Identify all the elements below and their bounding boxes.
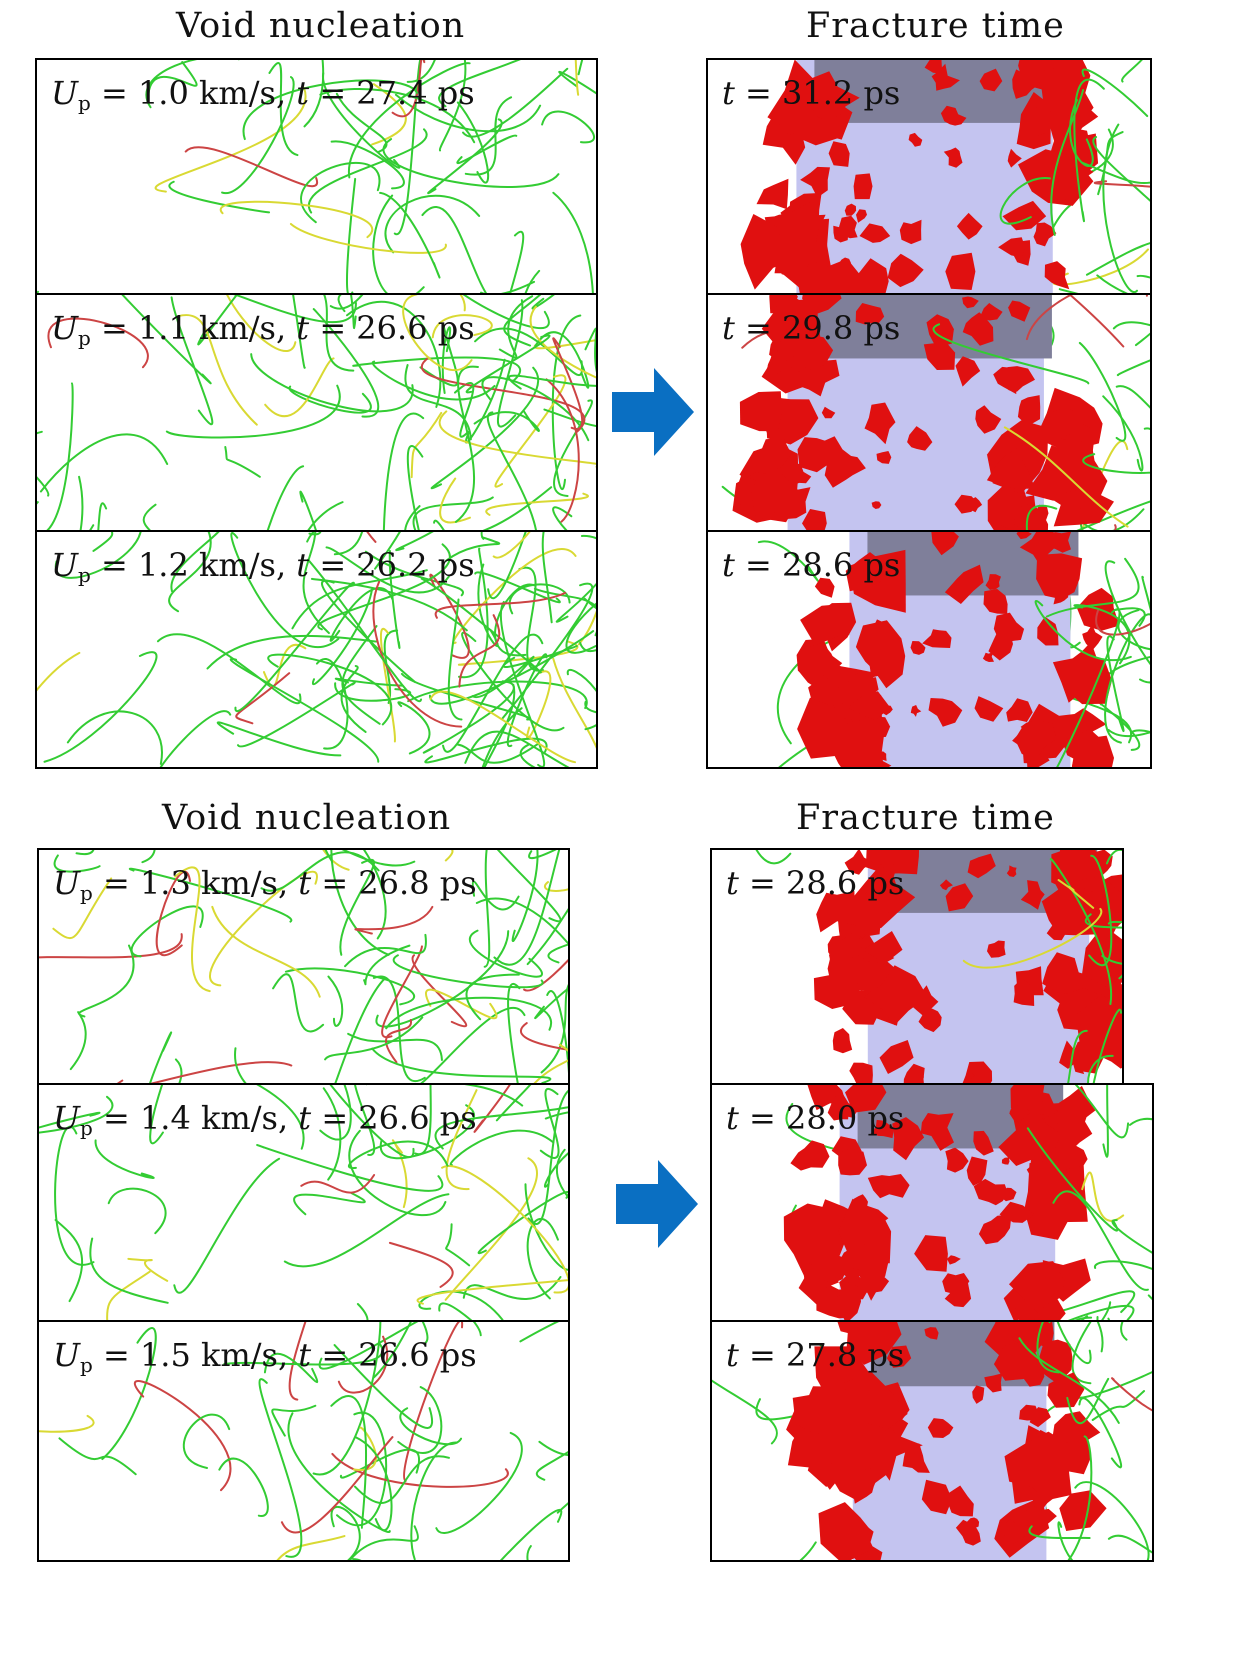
fracture-morphology-image [755,850,1122,1083]
nucleation-panel-2: Up = 1.1 km/s, t = 26.6 ps [35,293,598,532]
right-arrow-icon [612,368,694,456]
nucleation-panel-4: Up = 1.3 km/s, t = 26.8 ps [37,848,570,1085]
panel-label: t = 28.6 ps [722,546,901,584]
panel-label: Up = 1.3 km/s, t = 26.8 ps [53,864,477,905]
panel-label: t = 29.8 ps [722,309,901,347]
fracture-panel-4: t = 28.6 ps [710,848,1124,1085]
fracture-morphology-image [740,60,1150,293]
panel-label: t = 27.8 ps [726,1336,905,1374]
dislocation-network-image [37,60,596,293]
panel-label: Up = 1.1 km/s, t = 26.6 ps [51,309,475,350]
heading-fracture-time-1: Fracture time [806,6,1065,46]
fracture-panel-6: t = 27.8 ps [710,1320,1154,1562]
dislocation-network-image [39,1085,568,1320]
panel-label: Up = 1.0 km/s, t = 27.4 ps [51,74,475,115]
fracture-panel-2: t = 29.8 ps [706,293,1152,532]
panel-label: t = 31.2 ps [722,74,901,112]
dislocation-network-image [39,850,568,1083]
panel-label: Up = 1.5 km/s, t = 26.6 ps [53,1336,477,1377]
nucleation-panel-5: Up = 1.4 km/s, t = 26.6 ps [37,1083,570,1322]
panel-label: Up = 1.2 km/s, t = 26.2 ps [51,546,475,587]
dislocation-network-image [37,532,596,767]
fracture-morphology-image [712,1322,1152,1560]
fracture-morphology-image [757,532,1150,767]
nucleation-panel-1: Up = 1.0 km/s, t = 27.4 ps [35,58,598,295]
dislocation-network-image [39,1322,568,1560]
fracture-panel-1: t = 31.2 ps [706,58,1152,295]
heading-void-nucleation-1: Void nucleation [176,6,466,46]
fracture-panel-5: t = 28.0 ps [710,1083,1154,1322]
panel-label: t = 28.6 ps [726,864,905,902]
nucleation-panel-6: Up = 1.5 km/s, t = 26.6 ps [37,1320,570,1562]
right-arrow-icon [616,1160,698,1248]
heading-void-nucleation-2: Void nucleation [162,798,452,838]
fracture-panel-3: t = 28.6 ps [706,530,1152,769]
dislocation-network-image [37,295,596,530]
fracture-morphology-image [721,295,1150,530]
fracture-morphology-image [783,1085,1152,1320]
nucleation-panel-3: Up = 1.2 km/s, t = 26.2 ps [35,530,598,769]
panel-label: Up = 1.4 km/s, t = 26.6 ps [53,1099,477,1140]
panel-label: t = 28.0 ps [726,1099,905,1137]
heading-fracture-time-2: Fracture time [796,798,1055,838]
